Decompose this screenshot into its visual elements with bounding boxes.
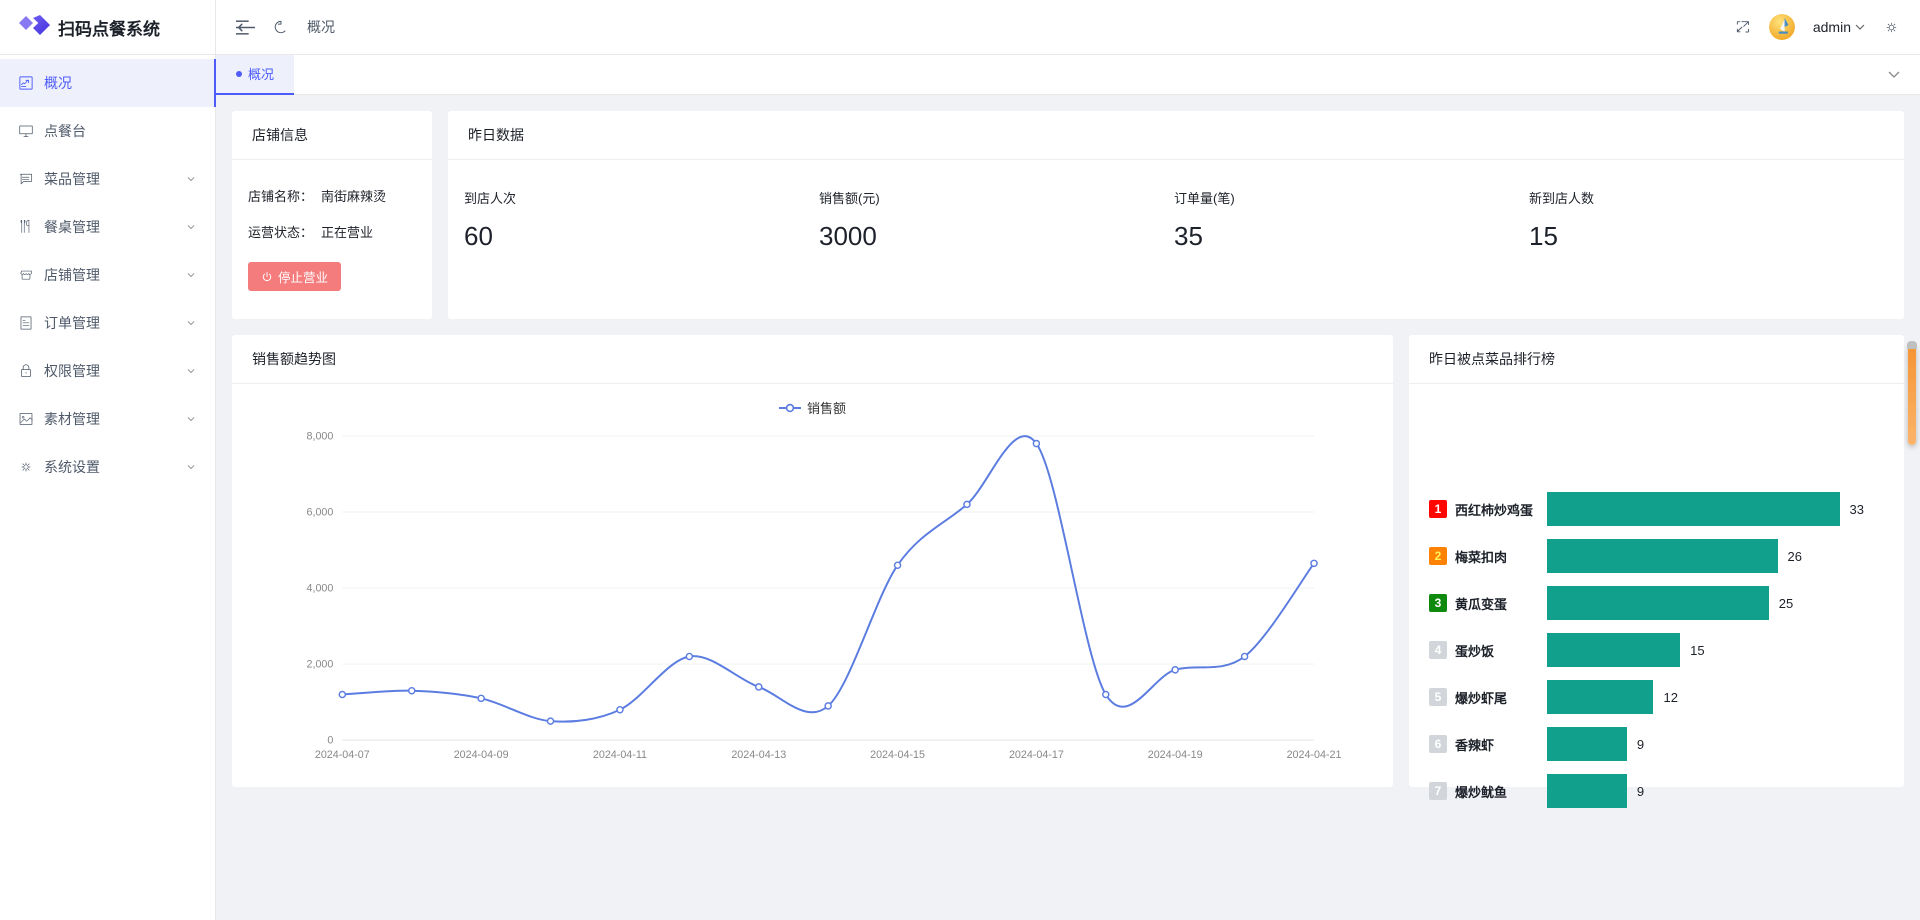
svg-text:2024-04-15: 2024-04-15 xyxy=(870,749,925,761)
svg-text:2024-04-11: 2024-04-11 xyxy=(593,749,647,761)
svg-text:2024-04-21: 2024-04-21 xyxy=(1287,749,1342,761)
svg-text:0: 0 xyxy=(327,735,333,747)
svg-text:2024-04-13: 2024-04-13 xyxy=(731,749,786,761)
svg-text:2024-04-19: 2024-04-19 xyxy=(1148,749,1203,761)
svg-text:6,000: 6,000 xyxy=(307,507,334,519)
svg-text:2,000: 2,000 xyxy=(307,659,334,671)
svg-text:2024-04-09: 2024-04-09 xyxy=(454,749,509,761)
svg-text:2024-04-07: 2024-04-07 xyxy=(315,749,370,761)
svg-text:4,000: 4,000 xyxy=(307,583,334,595)
svg-text:8,000: 8,000 xyxy=(307,431,334,443)
svg-text:2024-04-17: 2024-04-17 xyxy=(1009,749,1064,761)
